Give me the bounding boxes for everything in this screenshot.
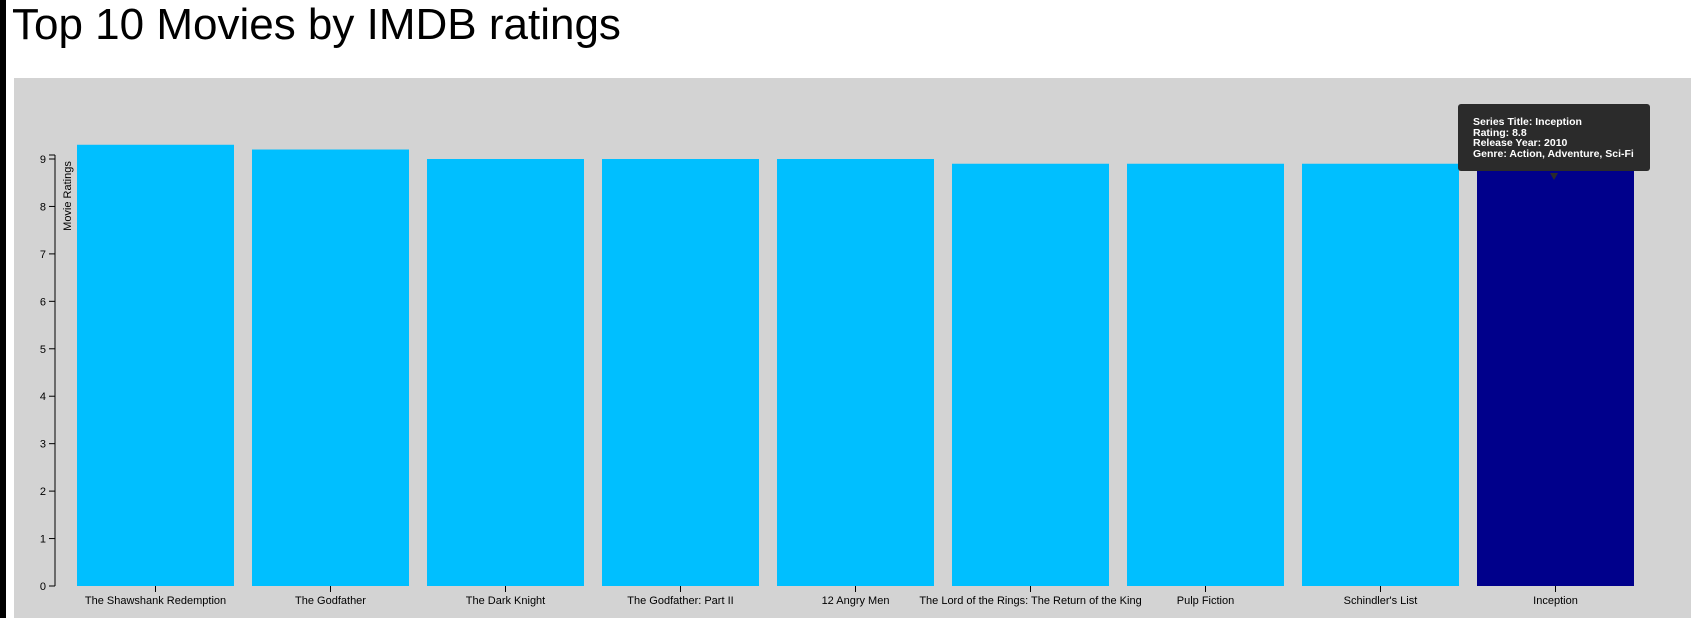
tooltip-release-year: Release Year: 2010 bbox=[1473, 137, 1568, 149]
y-axis-label: Movie Ratings bbox=[62, 161, 74, 231]
x-tick-label: 12 Angry Men bbox=[822, 595, 890, 607]
bar[interactable] bbox=[252, 149, 409, 586]
bar[interactable] bbox=[777, 159, 934, 586]
tooltip-genre: Genre: Action, Adventure, Sci-Fi bbox=[1473, 147, 1634, 160]
x-tick-label: Pulp Fiction bbox=[1177, 595, 1234, 607]
tooltip-series-title: Series Title: Inception bbox=[1473, 116, 1582, 128]
y-tick-label: 1 bbox=[40, 534, 46, 546]
bars-group bbox=[77, 144, 1634, 586]
tooltip-arrow-icon bbox=[1550, 173, 1558, 180]
y-tick-label: 3 bbox=[40, 439, 46, 451]
x-axis: The Shawshank Redemption The Godfather The… bbox=[85, 586, 1578, 607]
bar[interactable] bbox=[77, 144, 234, 586]
bar[interactable] bbox=[952, 163, 1109, 586]
y-tick-label: 9 bbox=[40, 154, 46, 166]
y-tick-label: 2 bbox=[40, 486, 46, 498]
x-tick-label: The Dark Knight bbox=[466, 595, 545, 607]
bar[interactable] bbox=[1477, 168, 1634, 586]
x-tick-label: Inception bbox=[1533, 595, 1578, 607]
bar[interactable] bbox=[1127, 163, 1284, 586]
x-tick-label: The Godfather: Part II bbox=[627, 595, 733, 607]
y-tick-label: 6 bbox=[40, 296, 46, 308]
x-tick-label: The Godfather bbox=[295, 595, 366, 607]
bar-tooltip: Series Title: Inception Rating: 8.8 Rele… bbox=[1458, 104, 1650, 171]
y-tick-label: 7 bbox=[40, 249, 46, 261]
bar[interactable] bbox=[427, 159, 584, 586]
y-tick-label: 0 bbox=[40, 581, 46, 593]
y-tick-label: 8 bbox=[40, 201, 46, 213]
x-tick-label: The Lord of the Rings: The Return of the… bbox=[919, 595, 1141, 607]
left-edge-bar bbox=[0, 0, 6, 618]
page-title: Top 10 Movies by IMDB ratings bbox=[12, 0, 621, 49]
y-tick-label: 4 bbox=[40, 391, 46, 403]
bar[interactable] bbox=[602, 159, 759, 586]
x-tick-label: The Shawshank Redemption bbox=[85, 595, 226, 607]
tooltip-rating: Rating: 8.8 bbox=[1473, 126, 1527, 139]
bar[interactable] bbox=[1302, 163, 1459, 586]
x-tick-label: Schindler's List bbox=[1344, 595, 1418, 607]
y-axis: 0 1 2 3 4 5 6 7 8 9 bbox=[40, 154, 56, 593]
y-tick-label: 5 bbox=[40, 344, 46, 356]
